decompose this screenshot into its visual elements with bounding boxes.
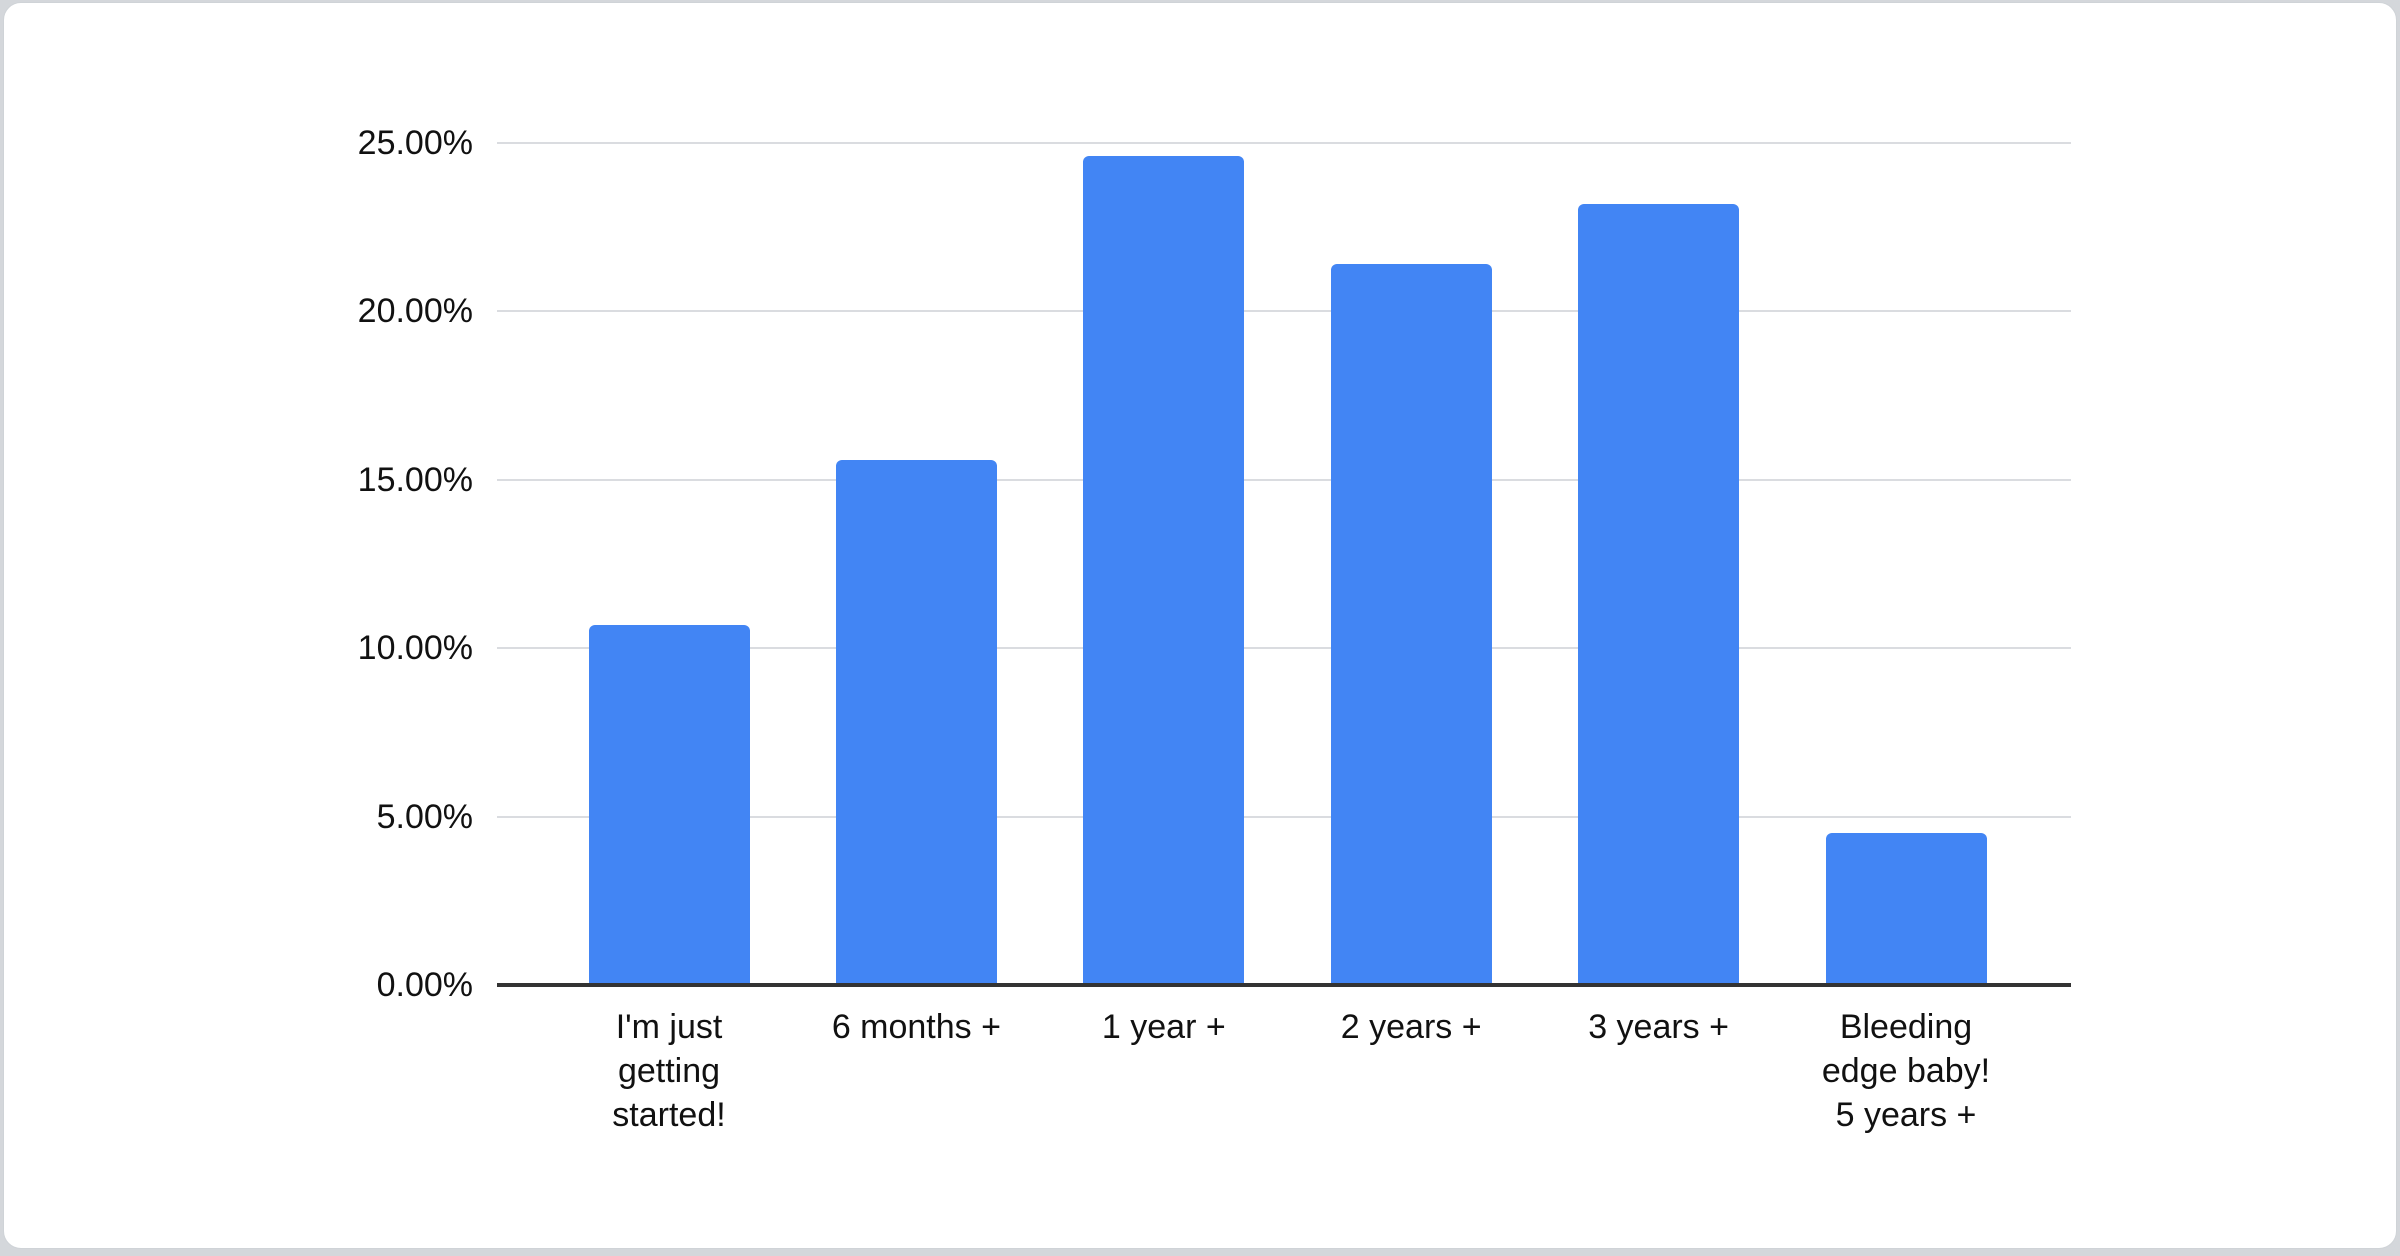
y-axis-tick-label: 15.00% — [357, 460, 473, 499]
y-axis-tick-label: 20.00% — [357, 292, 473, 331]
bar — [1825, 833, 1987, 985]
x-axis-category-label: 3 years + — [1588, 1008, 1729, 1046]
x-axis-category-label: 6 months + — [831, 1008, 1001, 1046]
bar — [835, 459, 997, 985]
y-axis-tick-label: 25.00% — [357, 124, 473, 162]
y-axis-tick-label: 10.00% — [357, 629, 473, 668]
gridline — [497, 478, 2071, 481]
x-axis-category-label: 1 year + — [1101, 1008, 1226, 1046]
gridline — [497, 310, 2071, 313]
gridline — [497, 142, 2071, 144]
chart-card: 0.00% 5.00% 10.00% 15.00% 20.00% 25.00% I'm ju… — [3, 2, 2397, 1249]
bar — [1578, 203, 1740, 985]
x-axis-category-label: I'm just getting started! — [612, 1008, 726, 1134]
bar — [588, 624, 750, 985]
gridline — [497, 815, 2071, 818]
y-axis-tick-label: 0.00% — [376, 966, 473, 1004]
gridline — [497, 647, 2071, 650]
bar — [1330, 264, 1492, 985]
x-axis-category-label: Bleeding edge baby! 5 years + — [1821, 1008, 1991, 1134]
x-axis-category-label: 2 years + — [1340, 1008, 1482, 1046]
bar — [1083, 156, 1245, 985]
y-axis-tick-label: 5.00% — [376, 797, 473, 836]
bar-chart: 0.00% 5.00% 10.00% 15.00% 20.00% 25.00% I'm ju… — [4, 3, 2400, 1256]
x-axis-line — [497, 983, 2071, 987]
